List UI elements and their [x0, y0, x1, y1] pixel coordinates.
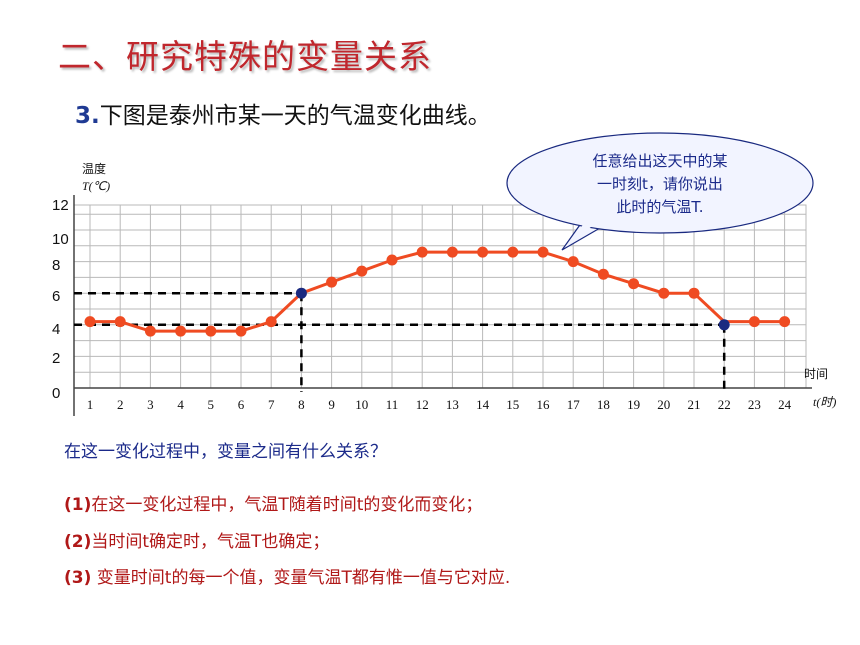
y-axis-label: 温度	[82, 161, 106, 176]
callout-line-3: 此时的气温T.	[616, 198, 704, 216]
answer-2: (2)当时间t确定时，气温T也确定；	[64, 527, 329, 552]
x-tick-label: 15	[506, 397, 519, 412]
callout-text: 任意给出这天中的某 一时刻t，请你说出 此时的气温T.	[548, 150, 772, 219]
y-tick-label: 12	[52, 197, 69, 214]
subtitle-number: 3.	[75, 103, 100, 129]
temperature-point	[356, 265, 368, 277]
y-tick-label: 8	[52, 257, 60, 274]
temperature-point	[688, 287, 700, 299]
temperature-point	[144, 325, 156, 337]
answer-2-text: 当时间t确定时，气温T也确定；	[91, 532, 330, 552]
x-axis-label: 时间	[804, 367, 828, 381]
x-tick-label: 22	[718, 397, 731, 412]
y-axis-unit: T(℃)	[82, 179, 110, 193]
temperature-point	[235, 325, 247, 337]
temperature-point	[748, 316, 760, 328]
temperature-point	[597, 268, 609, 280]
chart-grid	[73, 204, 807, 389]
x-tick-label: 19	[627, 397, 640, 412]
temperature-point	[779, 316, 791, 328]
x-tick-label: 24	[778, 397, 792, 412]
x-tick-label: 17	[567, 397, 581, 412]
temperature-point	[84, 316, 96, 328]
x-tick-label: 2	[117, 397, 124, 412]
x-tick-label: 16	[537, 397, 551, 412]
x-tick-label: 5	[208, 397, 215, 412]
temperature-point	[205, 325, 217, 337]
x-tick-label: 23	[748, 397, 761, 412]
temperature-point	[446, 246, 458, 258]
x-tick-label: 12	[416, 397, 429, 412]
answer-3: (3) 变量时间t的每一个值，变量气温T都有惟一值与它对应.	[64, 563, 510, 588]
temperature-point	[386, 254, 398, 266]
question-text: 在这一变化过程中，变量之间有什么关系？	[64, 442, 387, 462]
x-tick-label: 10	[355, 397, 368, 412]
x-tick-label: 11	[386, 397, 399, 412]
x-tick-label: 1	[87, 397, 94, 412]
temperature-point	[628, 278, 640, 290]
y-tick-label: 0	[52, 385, 60, 402]
answer-1-marker: (1)	[64, 495, 92, 515]
x-tick-label: 6	[238, 397, 245, 412]
answer-3-text: 变量时间t的每一个值，变量气温T都有惟一值与它对应.	[91, 568, 511, 588]
x-tick-label: 4	[177, 397, 184, 412]
answer-3-marker: (3)	[64, 568, 92, 588]
speech-bubble	[506, 132, 814, 251]
speech-bubble-joint	[570, 220, 597, 244]
x-tick-label: 13	[446, 397, 459, 412]
x-tick-label: 9	[328, 397, 335, 412]
y-tick-label: 6	[52, 288, 60, 305]
temperature-point	[507, 246, 519, 258]
callout-line-2: 一时刻t，请你说出	[597, 175, 723, 193]
answer-1: (1)在这一变化过程中，气温T随着时间t的变化而变化；	[64, 490, 482, 515]
temperature-point	[567, 256, 579, 268]
x-axis-unit: t(时)	[813, 395, 836, 409]
x-tick-label: 3	[147, 397, 154, 412]
temperature-point	[416, 246, 428, 258]
x-tick-label: 14	[476, 397, 490, 412]
answer-1-text: 在这一变化过程中，气温T随着时间t的变化而变化；	[91, 495, 483, 515]
x-tick-label: 21	[688, 397, 701, 412]
callout-line-1: 任意给出这天中的某	[592, 152, 728, 170]
answer-2-marker: (2)	[64, 532, 92, 552]
x-tick-label: 20	[657, 397, 670, 412]
x-tick-label: 8	[298, 397, 305, 412]
temperature-point	[175, 325, 187, 337]
temperature-point	[477, 246, 489, 258]
temperature-point	[114, 316, 126, 328]
subtitle: 3.下图是泰州市某一天的气温变化曲线。	[75, 96, 491, 130]
y-tick-label: 2	[52, 350, 60, 367]
plot-area	[73, 204, 807, 389]
temperature-point	[326, 276, 338, 288]
highlighted-point	[718, 319, 730, 331]
temperature-point	[537, 246, 549, 258]
subtitle-text: 下图是泰州市某一天的气温变化曲线。	[99, 103, 491, 129]
y-tick-label: 10	[52, 231, 69, 248]
speech-bubble-body	[506, 132, 814, 234]
x-tick-label: 7	[268, 397, 275, 412]
temperature-point	[658, 287, 670, 299]
temperature-point	[265, 316, 277, 328]
y-tick-label: 4	[52, 321, 60, 338]
page-title: 二、研究特殊的变量关系	[58, 37, 432, 76]
x-tick-label: 18	[597, 397, 610, 412]
highlighted-point	[295, 287, 307, 299]
